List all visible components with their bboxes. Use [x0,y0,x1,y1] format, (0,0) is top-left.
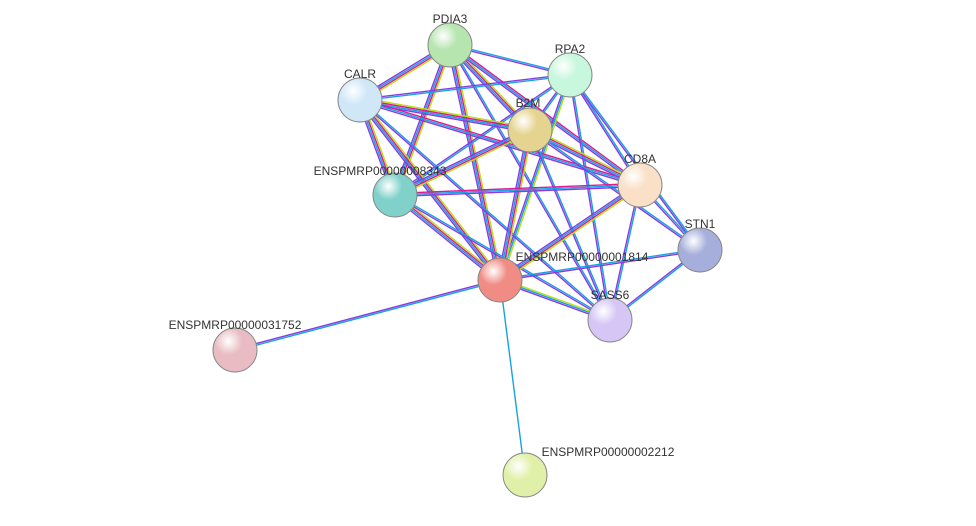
node-label: ENSPMRP00000008343 [314,164,447,178]
node-CD8A[interactable] [618,163,662,207]
node-label: ENSPMRP00000001814 [516,250,649,264]
node-label: CALR [344,67,376,81]
edge [500,186,640,281]
node-E1814[interactable] [478,258,522,302]
node-STN1[interactable] [678,228,722,272]
node-E8343[interactable] [373,173,417,217]
node-label: ENSPMRP00000002212 [542,445,675,459]
edge [500,184,640,279]
node-label: RPA2 [555,42,586,56]
network-graph: PDIA3 RPA2 CALR B2M ENSPMRP00000008343 CD8A EN… [0,0,976,526]
edge [235,281,500,351]
node-PDIA3[interactable] [428,23,472,67]
node-label: CD8A [624,152,656,166]
edge [235,279,500,349]
node-CALR[interactable] [338,78,382,122]
node-B2M[interactable] [508,108,552,152]
node-E31752[interactable] [213,328,257,372]
node-RPA2[interactable] [548,53,592,97]
node-label: B2M [516,96,541,110]
edge [500,280,525,475]
node-label: STN1 [685,217,716,231]
node-label: ENSPMRP00000031752 [169,318,302,332]
node-label: SASS6 [591,288,630,302]
node-E2212[interactable] [503,453,547,497]
edge [571,75,611,320]
edge [451,44,641,184]
node-SASS6[interactable] [588,298,632,342]
node-label: PDIA3 [433,12,468,26]
